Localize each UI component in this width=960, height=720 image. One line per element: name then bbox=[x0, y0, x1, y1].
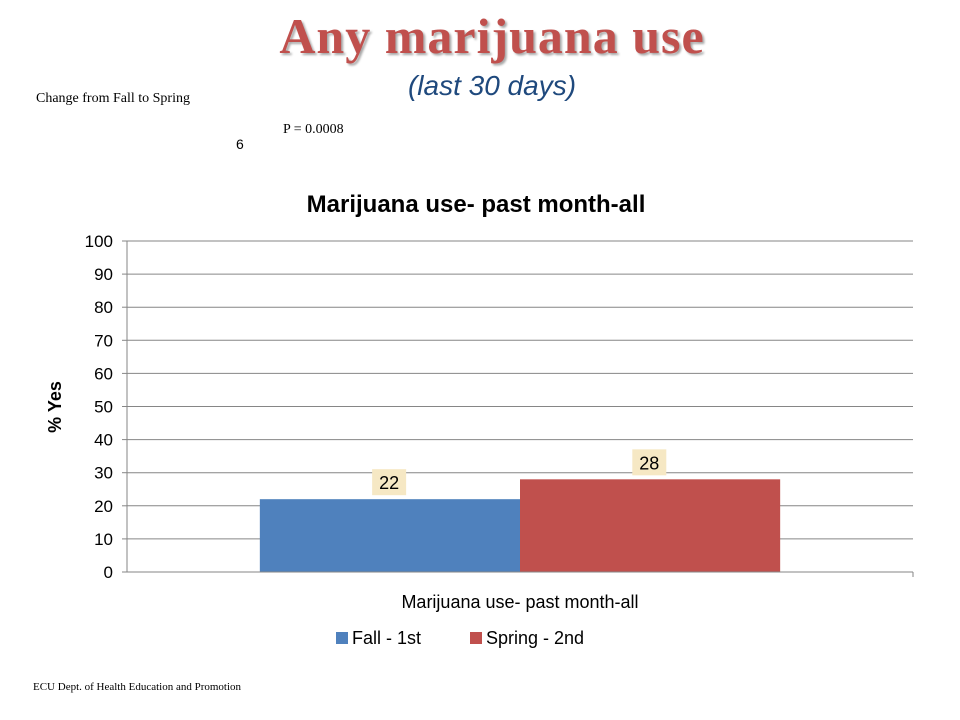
legend-label: Spring - 2nd bbox=[486, 628, 584, 648]
axes: 0 10 20 30 40 50 60 70 80 90 100 Marijuana use- pas… bbox=[85, 232, 914, 612]
y-tick-label: 30 bbox=[94, 464, 113, 483]
change-note: Change from Fall to Spring bbox=[36, 91, 190, 106]
data-label-box bbox=[372, 469, 407, 496]
legend: Fall - 1st Spring - 2nd bbox=[336, 628, 584, 648]
y-tick-label: 80 bbox=[94, 298, 113, 317]
y-tick-label: 70 bbox=[94, 331, 113, 350]
y-tick-label: 100 bbox=[85, 232, 113, 251]
y-axis-label: % Yes bbox=[45, 381, 65, 433]
y-tick-label: 20 bbox=[94, 497, 113, 516]
y-tick-label: 10 bbox=[94, 530, 113, 549]
bar-fall-1st bbox=[259, 499, 520, 572]
slide-subtitle: (last 30 days) bbox=[407, 70, 577, 101]
footer-credit: ECU Dept. of Health Education and Promot… bbox=[33, 681, 242, 693]
p-value-note: P = 0.0008 bbox=[283, 122, 344, 137]
legend-swatch bbox=[470, 632, 482, 644]
slide-title: Any marijuana use bbox=[279, 8, 705, 64]
bar-spring-2nd bbox=[520, 479, 781, 572]
y-tick-label: 0 bbox=[104, 563, 113, 582]
chart-title: Marijuana use- past month-all bbox=[307, 191, 646, 218]
data-label-box bbox=[632, 449, 667, 476]
bars bbox=[259, 479, 781, 572]
slide-number: 6 bbox=[236, 136, 244, 152]
x-category-label: Marijuana use- past month-all bbox=[401, 592, 638, 612]
data-label: 28 bbox=[639, 453, 659, 473]
data-label: 22 bbox=[379, 473, 399, 493]
data-labels: 22 28 bbox=[372, 449, 667, 496]
y-tick-label: 50 bbox=[94, 398, 113, 417]
y-tick-label: 40 bbox=[94, 431, 113, 450]
legend-label: Fall - 1st bbox=[352, 628, 421, 648]
y-tick-label: 60 bbox=[94, 364, 113, 383]
y-tick-label: 90 bbox=[94, 265, 113, 284]
legend-swatch bbox=[336, 632, 348, 644]
